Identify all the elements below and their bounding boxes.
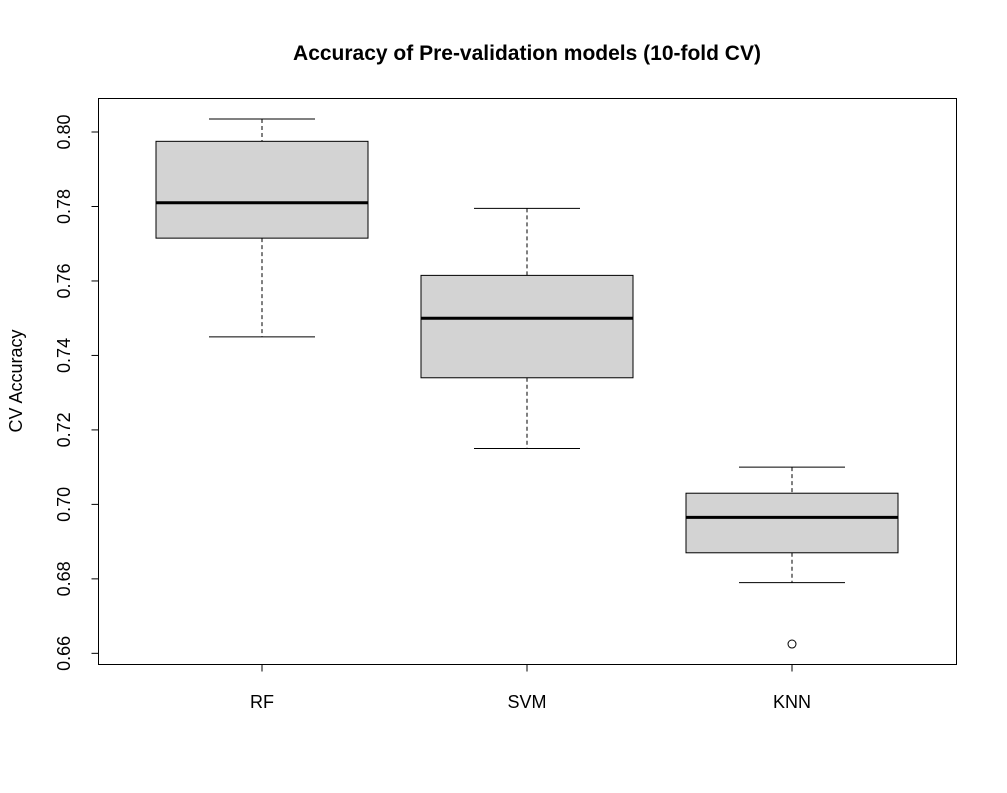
y-tick-label: 0.68: [54, 561, 74, 596]
y-tick-label: 0.72: [54, 412, 74, 447]
outlier-point: [787, 639, 797, 649]
y-tick-label: 0.78: [54, 189, 74, 224]
y-tick-label: 0.66: [54, 636, 74, 671]
box-knn: [685, 466, 899, 649]
y-tick-label: 0.76: [54, 263, 74, 298]
boxes-layer: [155, 118, 899, 649]
x-axis: RF SVM KNN: [250, 664, 811, 712]
x-tick-label: SVM: [507, 692, 546, 712]
y-tick-label: 0.80: [54, 114, 74, 149]
box-rf: [155, 118, 369, 338]
y-axis: 0.66 0.68 0.70 0.72 0.74 0.76 0.78 0.80: [54, 114, 99, 671]
y-tick-label: 0.70: [54, 487, 74, 522]
iqr-box: [685, 492, 899, 554]
chart-title: Accuracy of Pre-validation models (10-fo…: [293, 42, 761, 65]
x-tick-label: RF: [250, 692, 274, 712]
y-tick-label: 0.74: [54, 338, 74, 373]
y-axis-label: CV Accuracy: [6, 329, 26, 432]
iqr-box: [155, 140, 369, 239]
box-svm: [420, 207, 634, 450]
x-tick-label: KNN: [773, 692, 811, 712]
iqr-box: [420, 274, 634, 379]
